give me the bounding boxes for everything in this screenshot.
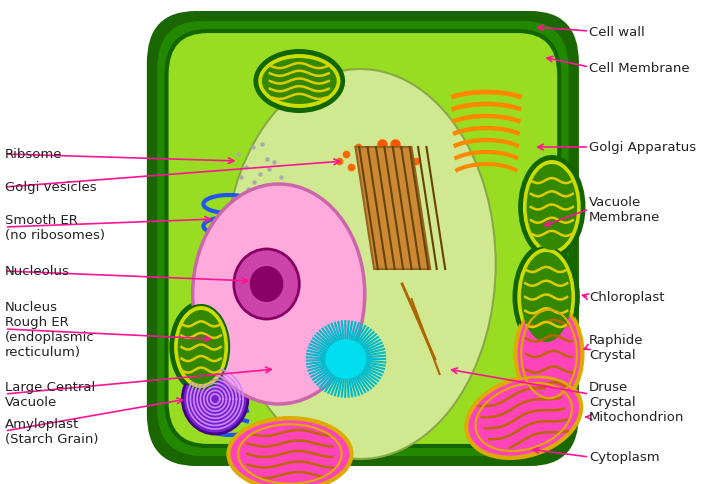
Text: Cell wall: Cell wall — [589, 26, 645, 38]
Ellipse shape — [193, 184, 364, 404]
Text: Nucleus
Rough ER
(endoplasmic
recticulum): Nucleus Rough ER (endoplasmic recticulum… — [5, 301, 94, 358]
Ellipse shape — [521, 253, 571, 342]
Text: Druse
Crystal: Druse Crystal — [589, 380, 636, 408]
FancyBboxPatch shape — [167, 32, 559, 446]
Ellipse shape — [522, 160, 581, 256]
Ellipse shape — [182, 364, 248, 434]
Polygon shape — [355, 148, 430, 270]
Text: Amyloplast
(Starch Grain): Amyloplast (Starch Grain) — [5, 417, 98, 445]
Ellipse shape — [467, 377, 581, 457]
Text: Cytoplasm: Cytoplasm — [589, 451, 660, 464]
Ellipse shape — [513, 300, 584, 409]
Ellipse shape — [225, 70, 496, 459]
Ellipse shape — [513, 243, 580, 351]
Ellipse shape — [527, 165, 577, 251]
Text: Chloroplast: Chloroplast — [589, 291, 665, 304]
Ellipse shape — [518, 156, 586, 259]
Text: Golgi Apparatus: Golgi Apparatus — [589, 141, 696, 154]
Text: Smooth ER
(no ribosomes): Smooth ER (no ribosomes) — [5, 213, 105, 242]
Ellipse shape — [516, 302, 581, 406]
Text: Nucleolus: Nucleolus — [5, 265, 69, 278]
Text: Cell Membrane: Cell Membrane — [589, 61, 690, 75]
Ellipse shape — [325, 339, 367, 379]
Text: Golgi vesicles: Golgi vesicles — [5, 181, 96, 194]
Ellipse shape — [262, 59, 337, 105]
Text: Ribsome: Ribsome — [5, 148, 62, 161]
Ellipse shape — [226, 416, 354, 484]
Ellipse shape — [250, 267, 284, 302]
Ellipse shape — [257, 54, 341, 110]
Text: Mitochondrion: Mitochondrion — [589, 410, 685, 424]
Ellipse shape — [516, 247, 576, 348]
Text: Vacuole
Membrane: Vacuole Membrane — [589, 196, 661, 224]
Text: Large Central
Vacuole: Large Central Vacuole — [5, 380, 95, 408]
Ellipse shape — [464, 374, 584, 460]
Ellipse shape — [173, 305, 229, 389]
Ellipse shape — [169, 302, 233, 393]
FancyBboxPatch shape — [147, 12, 579, 466]
FancyBboxPatch shape — [157, 22, 569, 456]
Ellipse shape — [253, 50, 345, 114]
Ellipse shape — [229, 419, 351, 484]
Ellipse shape — [234, 249, 299, 319]
Ellipse shape — [178, 310, 225, 384]
Text: Raphide
Crystal: Raphide Crystal — [589, 333, 644, 361]
